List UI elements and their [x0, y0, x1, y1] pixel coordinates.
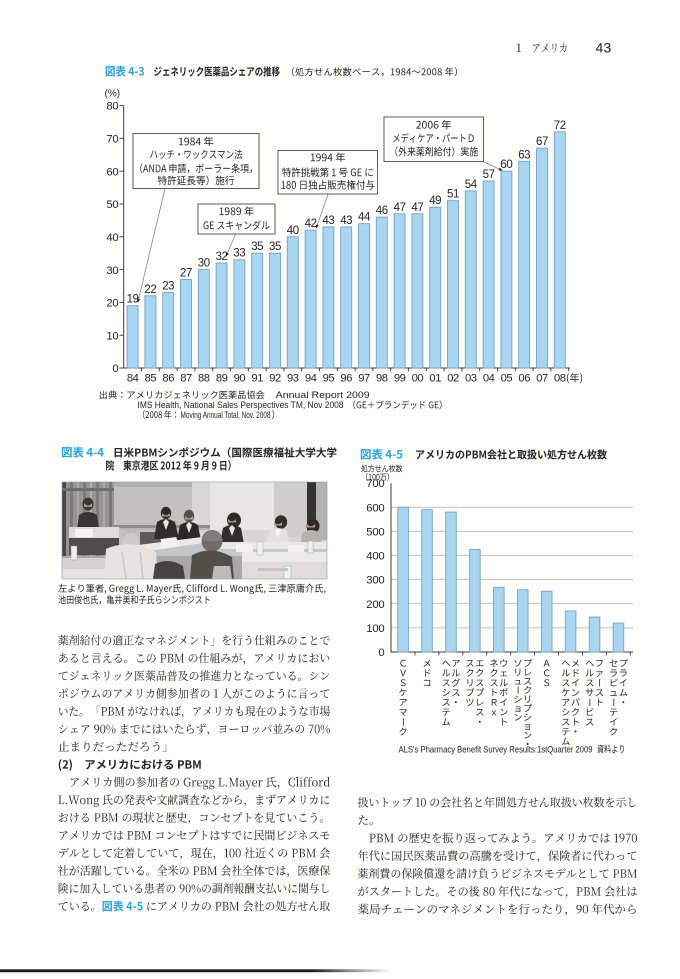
svg-text:60: 60: [500, 159, 512, 171]
svg-text:300: 300: [366, 575, 384, 587]
svg-text:0: 0: [112, 363, 118, 375]
svg-text:700: 700: [366, 478, 384, 490]
svg-text:30: 30: [198, 258, 210, 270]
svg-text:00: 00: [412, 373, 424, 385]
svg-text:Moving Annual Total, Nov. 2008: Moving Annual Total, Nov. 2008: [181, 410, 271, 420]
svg-text:47: 47: [411, 202, 423, 214]
svg-text:100: 100: [366, 623, 384, 635]
svg-text:93: 93: [287, 373, 299, 385]
svg-text:57: 57: [483, 169, 495, 181]
svg-text:84: 84: [127, 373, 139, 385]
svg-text:86: 86: [162, 373, 174, 385]
svg-text:99: 99: [394, 373, 406, 385]
svg-text:600: 600: [366, 502, 384, 514]
svg-text:80: 80: [106, 101, 118, 113]
svg-text:04: 04: [483, 373, 495, 385]
svg-text:07: 07: [536, 373, 548, 385]
svg-text:87: 87: [180, 373, 192, 385]
svg-text:23: 23: [162, 281, 174, 293]
svg-text:03: 03: [465, 373, 477, 385]
svg-text:63: 63: [518, 149, 530, 161]
svg-text:08: 08: [554, 373, 566, 385]
svg-text:22: 22: [144, 284, 156, 296]
svg-text:88: 88: [198, 373, 210, 385]
svg-text:05: 05: [501, 373, 513, 385]
svg-text:35: 35: [269, 241, 281, 253]
svg-text:0: 0: [378, 647, 384, 659]
svg-text:72: 72: [554, 120, 566, 132]
svg-text:200: 200: [366, 599, 384, 611]
svg-text:19: 19: [127, 294, 139, 306]
svg-text:Annual Report 2009: Annual Report 2009: [276, 390, 370, 400]
svg-text:54: 54: [465, 179, 478, 191]
svg-text:92: 92: [269, 373, 281, 385]
svg-text:96: 96: [340, 373, 352, 385]
svg-text:67: 67: [536, 136, 548, 148]
svg-text:27: 27: [180, 267, 192, 279]
svg-text:10: 10: [106, 330, 118, 342]
svg-text:94: 94: [305, 373, 317, 385]
svg-text:95: 95: [323, 373, 335, 385]
svg-text:50: 50: [106, 199, 118, 211]
svg-text:43: 43: [322, 215, 334, 227]
svg-text:91: 91: [251, 373, 263, 385]
svg-text:01: 01: [429, 373, 441, 385]
svg-text:90: 90: [234, 373, 246, 385]
svg-text:46: 46: [376, 205, 388, 217]
svg-text:ALS's Pharmacy Benefit Survey: ALS's Pharmacy Benefit Survey Results:1s…: [399, 744, 593, 755]
svg-text:40: 40: [106, 232, 118, 244]
svg-text:500: 500: [366, 526, 384, 538]
svg-text:89: 89: [216, 373, 228, 385]
svg-text:97: 97: [358, 373, 370, 385]
svg-text:60: 60: [106, 166, 118, 178]
svg-text:02: 02: [447, 373, 459, 385]
svg-text:35: 35: [251, 241, 263, 253]
svg-text:49: 49: [429, 195, 441, 207]
svg-text:40: 40: [287, 225, 299, 237]
svg-text:06: 06: [518, 373, 530, 385]
svg-text:(%): (%): [105, 89, 121, 100]
svg-text:98: 98: [376, 373, 388, 385]
svg-text:43: 43: [596, 40, 612, 56]
svg-text:42: 42: [305, 218, 317, 230]
svg-text:33: 33: [233, 248, 245, 260]
svg-text:32: 32: [216, 251, 228, 263]
svg-text:43: 43: [340, 215, 352, 227]
svg-text:51: 51: [447, 189, 459, 201]
svg-text:47: 47: [394, 202, 406, 214]
svg-text:IMS Health, National Sales Per: IMS Health, National Sales Perspectives …: [138, 400, 344, 410]
svg-text:20: 20: [106, 298, 118, 310]
svg-text:44: 44: [358, 212, 371, 224]
svg-text:70: 70: [106, 134, 118, 146]
svg-text:400: 400: [366, 551, 384, 563]
svg-text:85: 85: [145, 373, 157, 385]
svg-text:30: 30: [106, 265, 118, 277]
